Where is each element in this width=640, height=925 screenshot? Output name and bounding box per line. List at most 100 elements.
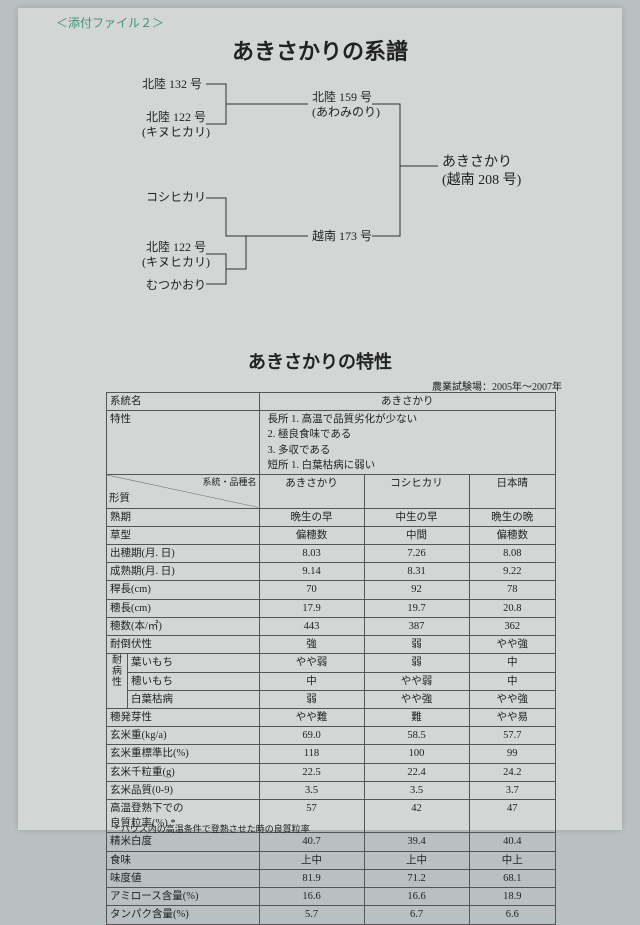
cell-label: 玄米重(kg/a) <box>107 727 260 745</box>
cell-value: やや強 <box>364 690 469 708</box>
table-row: 玄米重標準比(%)11810099 <box>107 745 556 763</box>
cell-label: 玄米品質(0-9) <box>107 781 260 799</box>
cell-value: 19.7 <box>364 599 469 617</box>
tree-node: 北陸 122 号 (キヌヒカリ) <box>142 240 210 270</box>
cell-label: 白葉枯病 <box>128 690 260 708</box>
cell-value: 22.4 <box>364 763 469 781</box>
table-row: 白葉枯病弱やや強やや強 <box>107 690 556 708</box>
cell-col: コシヒカリ <box>364 475 469 508</box>
cell-value: 40.4 <box>469 833 556 851</box>
cell-value: 難 <box>364 708 469 726</box>
cell-value: 6.6 <box>469 906 556 924</box>
cell-value: 16.6 <box>259 888 364 906</box>
table-row: 草型偏穂数中間偏穂数 <box>107 526 556 544</box>
cell-value: 晩生の早 <box>259 508 364 526</box>
cell-value: 中 <box>469 654 556 672</box>
cell-label: 出穂期(月. 日) <box>107 544 260 562</box>
cell-value: 16.6 <box>364 888 469 906</box>
cell-label: 熟期 <box>107 508 260 526</box>
table-row: 稈長(cm)709278 <box>107 581 556 599</box>
table-row: 出穂期(月. 日)8.037.268.08 <box>107 544 556 562</box>
table-row: 成熟期(月. 日)9.148.319.22 <box>107 563 556 581</box>
cell-value: 92 <box>364 581 469 599</box>
tree-node: 北陸 159 号 (あわみのり) <box>312 90 380 120</box>
cell-col: 日本晴 <box>469 475 556 508</box>
cell-label: タンパク含量(%) <box>107 906 260 924</box>
tree-node: むつかおり <box>146 278 206 293</box>
cell-value: 387 <box>364 617 469 635</box>
cell-value: やや弱 <box>259 654 364 672</box>
cell-value: 99 <box>469 745 556 763</box>
cell-name: あきさかり <box>259 393 556 411</box>
cell-value: 8.31 <box>364 563 469 581</box>
cell-value: やや強 <box>469 690 556 708</box>
cell-label: 耐倒伏性 <box>107 636 260 654</box>
tree-node: 越南 173 号 <box>312 229 372 244</box>
cell-label: 草型 <box>107 526 260 544</box>
characteristics-title: あきさかりの特性 <box>18 348 622 374</box>
tree-node: コシヒカリ <box>146 190 206 205</box>
cell-value: 8.08 <box>469 544 556 562</box>
table-row: 精米白度40.739.440.4 <box>107 833 556 851</box>
cell-value: 中上 <box>469 851 556 869</box>
cell-value: 20.8 <box>469 599 556 617</box>
cell-label: 穂数(本/㎡) <box>107 617 260 635</box>
cell-value: やや弱 <box>364 672 469 690</box>
table-row: タンパク含量(%)5.76.76.6 <box>107 906 556 924</box>
cell-value: 71.2 <box>364 869 469 887</box>
table-row: 穂発芽性やや難難やや易 <box>107 708 556 726</box>
table-row: 穂数(本/㎡)443387362 <box>107 617 556 635</box>
cell-value: 6.7 <box>364 906 469 924</box>
cell-value: 57.7 <box>469 727 556 745</box>
cell-label: 精米白度 <box>107 833 260 851</box>
cell-col: あきさかり <box>259 475 364 508</box>
table-row: 食味上中上中中上 <box>107 851 556 869</box>
cell-label: 葉いもち <box>128 654 260 672</box>
table-row: 形質 系統・品種名 あきさかり コシヒカリ 日本晴 <box>107 475 556 508</box>
cell-label: 穂長(cm) <box>107 599 260 617</box>
cell-value: 81.9 <box>259 869 364 887</box>
table-row: 系統名 あきさかり <box>107 393 556 411</box>
cell-value: 9.14 <box>259 563 364 581</box>
cell-value: 39.4 <box>364 833 469 851</box>
cell-value: 中生の早 <box>364 508 469 526</box>
cell-value: やや強 <box>469 636 556 654</box>
table-row: 玄米重(kg/a)69.058.557.7 <box>107 727 556 745</box>
pedigree-title: あきさかりの系譜 <box>18 34 622 66</box>
cell-value: 3.5 <box>364 781 469 799</box>
cell-value: 中間 <box>364 526 469 544</box>
table-row: 穂いもち中やや弱中 <box>107 672 556 690</box>
cell-value: 443 <box>259 617 364 635</box>
table-row: 穂長(cm)17.919.720.8 <box>107 599 556 617</box>
cell-value: 中 <box>259 672 364 690</box>
cell-value: 100 <box>364 745 469 763</box>
cell-value: 弱 <box>364 636 469 654</box>
tree-node-final: あきさかり (越南 208 号) <box>442 154 521 189</box>
cell-value: 40.7 <box>259 833 364 851</box>
tree-node: 北陸 132 号 <box>142 77 202 92</box>
cell-header: 耐病性 <box>107 654 128 709</box>
cell-label: 穂いもち <box>128 672 260 690</box>
cell-label: アミロース含量(%) <box>107 888 260 906</box>
cell-value: 68.1 <box>469 869 556 887</box>
cell-label: 穂発芽性 <box>107 708 260 726</box>
table-row: 玄米品質(0-9)3.53.53.7 <box>107 781 556 799</box>
cell-value: 42 <box>364 800 469 833</box>
cell-value: 7.26 <box>364 544 469 562</box>
characteristics-table: 系統名 あきさかり 特性 長所 1. 高温で品質劣化が少ない 2. 極良食味であ… <box>106 392 556 925</box>
cell-label: 稈長(cm) <box>107 581 260 599</box>
table-row: 特性 長所 1. 高温で品質劣化が少ない 2. 極良食味である 3. 多収である… <box>107 411 556 475</box>
cell-value: 362 <box>469 617 556 635</box>
cell-characteristics: 長所 1. 高温で品質劣化が少ない 2. 極良食味である 3. 多収である 短所… <box>259 411 556 475</box>
attachment-label: ＜添付ファイル２＞ <box>56 14 164 31</box>
cell-value: 偏穂数 <box>469 526 556 544</box>
cell-value: 弱 <box>259 690 364 708</box>
cell-value: 上中 <box>364 851 469 869</box>
cell-value: やや難 <box>259 708 364 726</box>
cell-label: 玄米千粒重(g) <box>107 763 260 781</box>
cell-value: 上中 <box>259 851 364 869</box>
tree-node: 北陸 122 号 (キヌヒカリ) <box>142 110 210 140</box>
cell-value: 8.03 <box>259 544 364 562</box>
table-row: アミロース含量(%)16.616.618.9 <box>107 888 556 906</box>
cell-value: 69.0 <box>259 727 364 745</box>
